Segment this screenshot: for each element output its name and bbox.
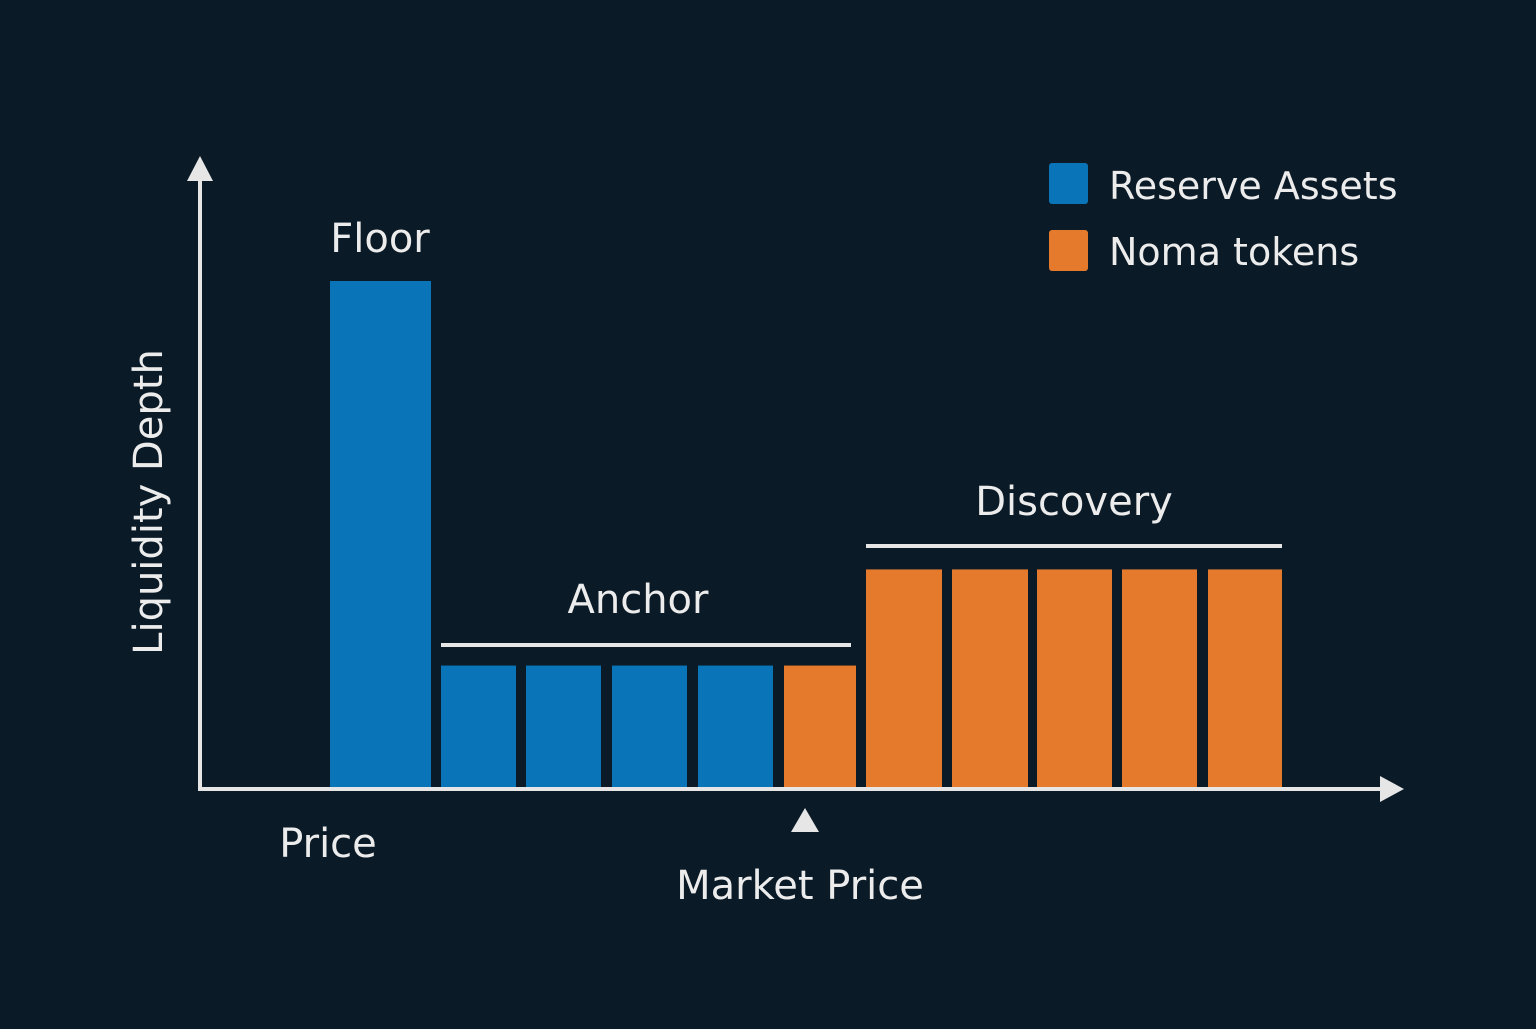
- bar-floor-1: [330, 281, 431, 787]
- bar-discovery-2: [952, 569, 1028, 787]
- x-axis-label: Price: [279, 821, 377, 867]
- bar-discovery-5: [1208, 569, 1282, 787]
- triangle-up-icon: [791, 808, 819, 832]
- bar-anchor-5: [784, 665, 856, 787]
- y-axis-arrowhead: [187, 156, 213, 181]
- bar-discovery-1: [866, 569, 942, 787]
- legend-swatch-reserve: [1049, 163, 1088, 204]
- bar-anchor-2: [526, 665, 601, 787]
- legend-swatch-noma: [1049, 230, 1088, 271]
- range-label-floor: Floor: [330, 216, 430, 262]
- bar-anchor-3: [612, 665, 687, 787]
- bar-discovery-3: [1037, 569, 1112, 787]
- axes-layer: Liquidity Depth Price: [126, 156, 1404, 867]
- range-label-discovery: Discovery: [975, 479, 1173, 525]
- legend-label-reserve: Reserve Assets: [1109, 164, 1398, 208]
- legend: Reserve Assets Noma tokens: [1049, 163, 1398, 274]
- range-label-anchor: Anchor: [568, 577, 710, 623]
- bar-discovery-4: [1122, 569, 1197, 787]
- market-price-label: Market Price: [676, 863, 924, 909]
- market-price-marker: Market Price: [676, 808, 924, 909]
- x-axis-arrowhead: [1380, 776, 1404, 802]
- legend-label-noma: Noma tokens: [1109, 230, 1359, 274]
- y-axis-label: Liquidity Depth: [126, 349, 172, 655]
- bars-layer: [330, 281, 1282, 787]
- bar-anchor-4: [698, 665, 773, 787]
- range-labels-layer: Floor Anchor Discovery: [330, 216, 1282, 647]
- bar-anchor-1: [441, 665, 516, 787]
